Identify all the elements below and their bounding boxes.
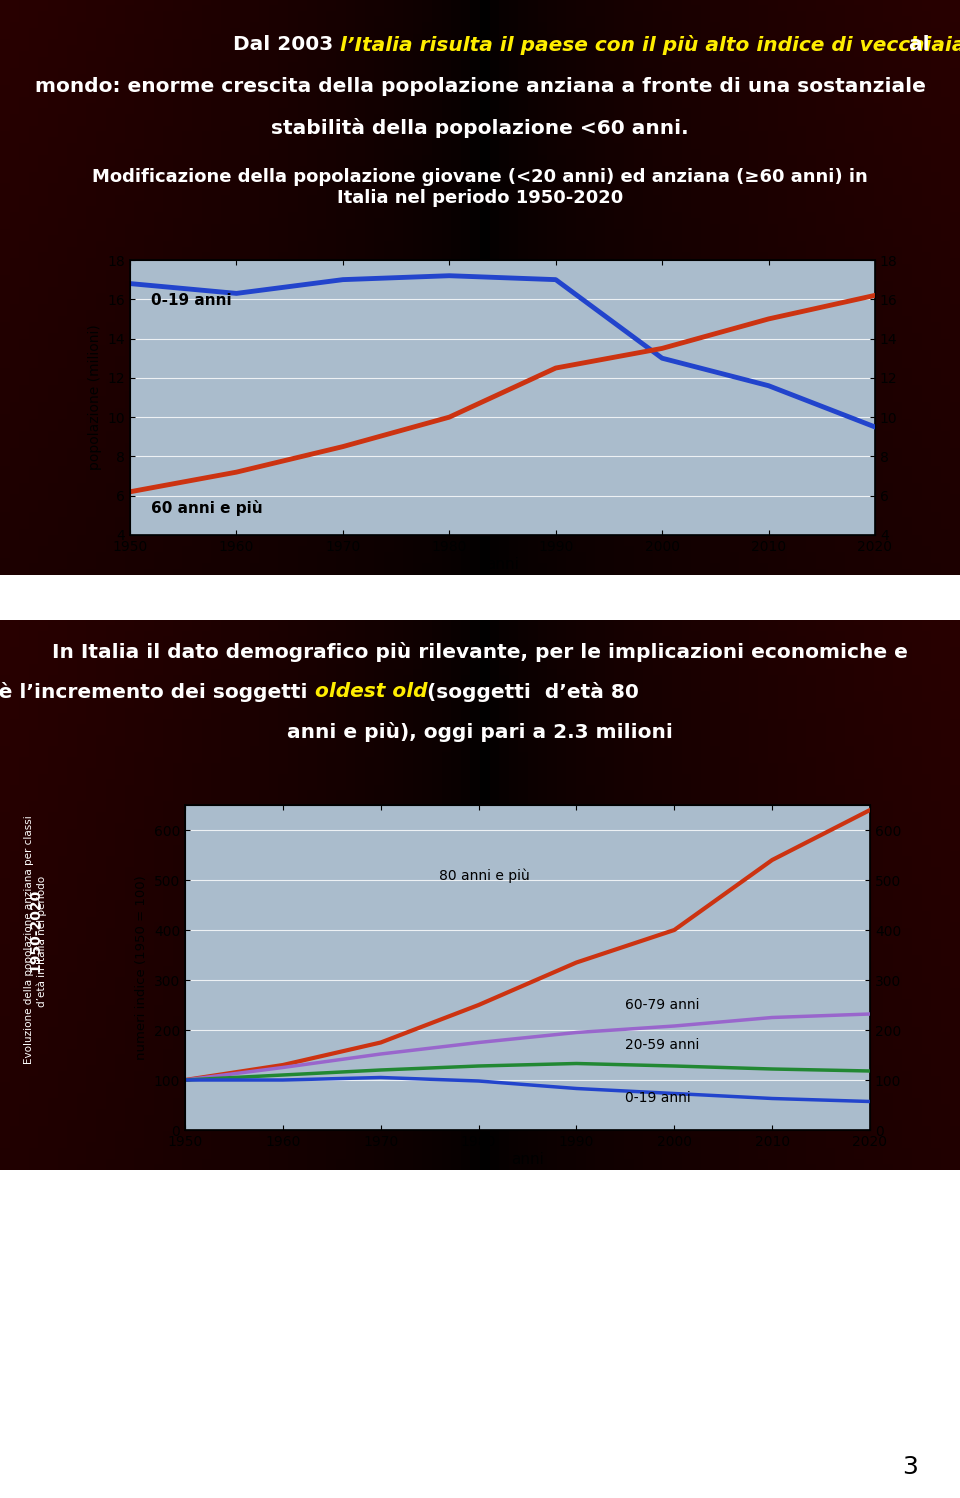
Text: 60 anni e più: 60 anni e più — [152, 500, 263, 517]
Text: al: al — [902, 34, 929, 54]
Text: stabilità della popolazione <60 anni.: stabilità della popolazione <60 anni. — [271, 118, 689, 138]
Text: 80 anni e più: 80 anni e più — [440, 869, 530, 882]
Text: (soggetti  d’età 80: (soggetti d’età 80 — [420, 682, 638, 703]
Text: In Italia il dato demografico più rilevante, per le implicazioni economiche e: In Italia il dato demografico più rileva… — [52, 643, 908, 662]
Text: anni e più), oggi pari a 2.3 milioni: anni e più), oggi pari a 2.3 milioni — [287, 722, 673, 742]
Text: socio-sanitarie, è l’incremento dei soggetti: socio-sanitarie, è l’incremento dei sogg… — [0, 682, 315, 703]
Text: mondo: enorme crescita della popolazione anziana a fronte di una sostanziale: mondo: enorme crescita della popolazione… — [35, 76, 925, 96]
Text: 1950-2020: 1950-2020 — [28, 888, 42, 972]
X-axis label: anni: anni — [486, 557, 519, 572]
Text: 3: 3 — [902, 1456, 918, 1480]
Text: 60-79 anni: 60-79 anni — [625, 998, 700, 1013]
Text: 20-59 anni: 20-59 anni — [625, 1038, 700, 1052]
Text: Modificazione della popolazione giovane (<20 anni) ed anziana (≥60 anni) in: Modificazione della popolazione giovane … — [92, 168, 868, 186]
Text: oldest old: oldest old — [315, 682, 427, 701]
Text: Italia nel periodo 1950-2020: Italia nel periodo 1950-2020 — [337, 189, 623, 207]
Text: l’Italia risulta il paese con il più alto indice di vecchiaia: l’Italia risulta il paese con il più alt… — [340, 34, 960, 55]
X-axis label: anni: anni — [511, 1152, 544, 1167]
Text: 0-19 anni: 0-19 anni — [152, 294, 232, 309]
Text: Dal 2003: Dal 2003 — [232, 34, 340, 54]
Y-axis label: numeri indice (1950 = 100): numeri indice (1950 = 100) — [135, 875, 148, 1061]
Text: 0-19 anni: 0-19 anni — [625, 1092, 691, 1106]
Y-axis label: popolazione (milioni): popolazione (milioni) — [87, 325, 102, 470]
Text: Evoluzione della popolazione anziana per classi
d’età in Italia nel periodo: Evoluzione della popolazione anziana per… — [24, 815, 47, 1065]
